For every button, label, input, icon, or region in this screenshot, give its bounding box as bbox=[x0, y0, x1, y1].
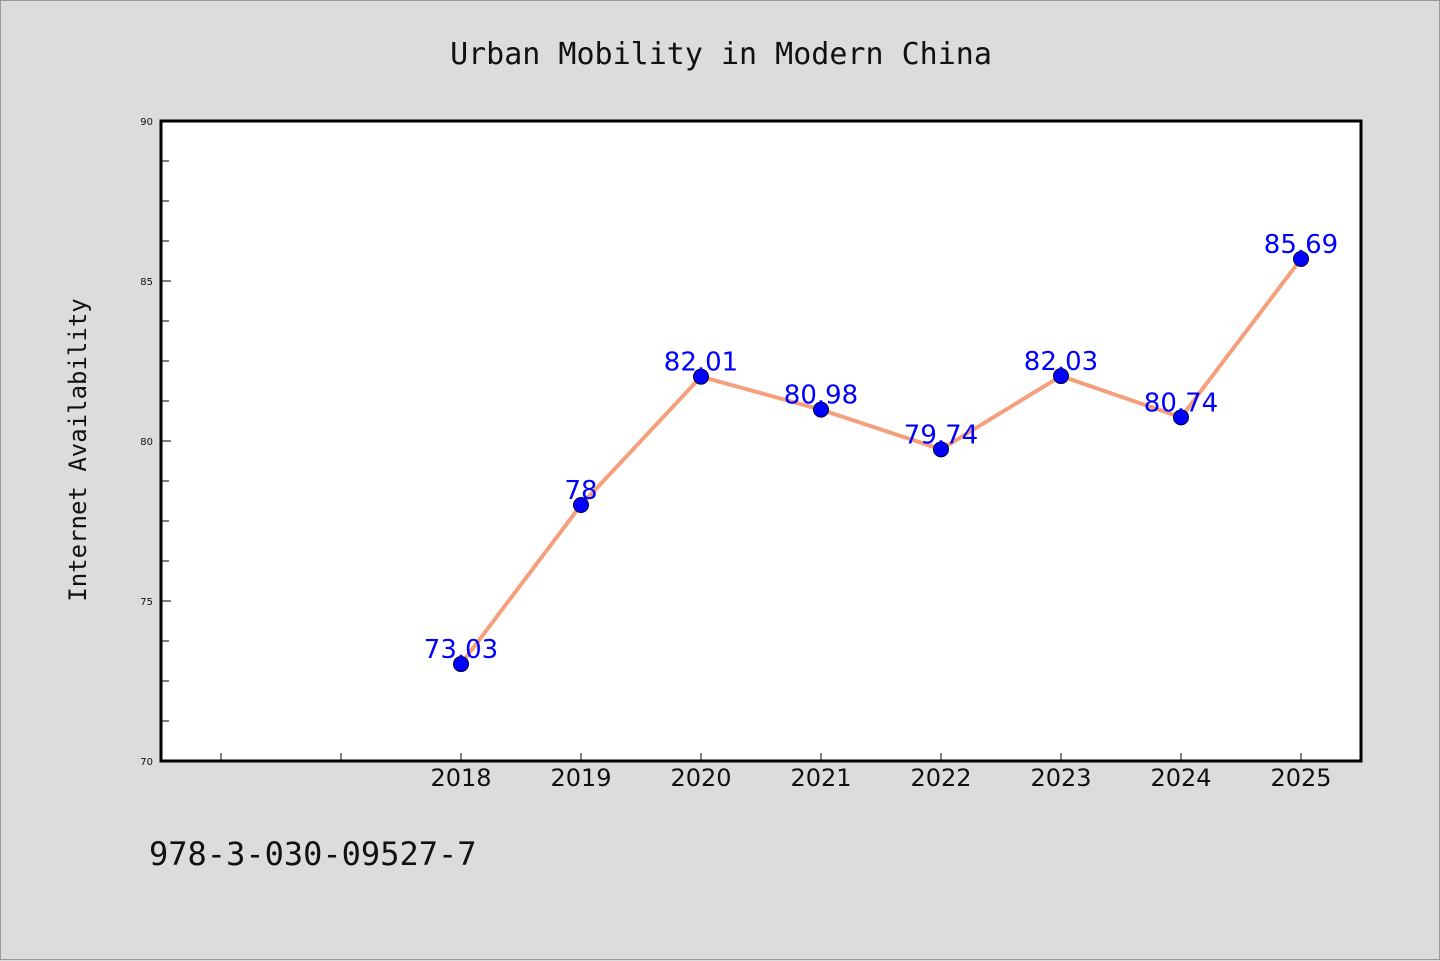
footer-isbn: 978-3-030-09527-7 bbox=[149, 835, 477, 873]
y-tick-label: 75 bbox=[140, 597, 153, 608]
x-axis-ticks: 2018 2019 2020 2021 2022 2023 2024 2025 bbox=[220, 753, 1332, 792]
data-point bbox=[813, 401, 829, 418]
data-markers bbox=[453, 250, 1309, 673]
data-label: 73.03 bbox=[424, 635, 498, 665]
data-point bbox=[1173, 409, 1189, 426]
x-tick-label: 2023 bbox=[1030, 764, 1091, 792]
x-tick-label: 2021 bbox=[790, 764, 851, 792]
y-tick-label: 80 bbox=[140, 437, 153, 448]
data-point bbox=[1053, 368, 1069, 385]
data-label: 78 bbox=[564, 476, 597, 506]
y-axis-ticks: 70 75 80 85 90 bbox=[140, 117, 171, 768]
y-tick-label: 85 bbox=[140, 277, 153, 288]
data-label: 79.74 bbox=[904, 420, 978, 450]
data-labels: 73.03 78 82.01 80.98 79.74 82.03 80.74 85.69 bbox=[424, 230, 1338, 665]
data-label: 85.69 bbox=[1264, 230, 1338, 260]
data-point bbox=[1293, 250, 1309, 267]
data-point bbox=[693, 368, 709, 385]
y-tick-label: 70 bbox=[140, 757, 153, 768]
chart-title: Urban Mobility in Modern China bbox=[450, 37, 992, 72]
data-label: 82.01 bbox=[664, 348, 738, 378]
data-point bbox=[573, 497, 589, 513]
series-line bbox=[459, 256, 1303, 667]
data-label: 82.03 bbox=[1024, 347, 1098, 377]
x-tick-label: 2024 bbox=[1150, 764, 1211, 792]
x-tick-label: 2022 bbox=[910, 764, 971, 792]
data-point bbox=[453, 656, 469, 673]
data-label: 80.98 bbox=[784, 381, 858, 411]
data-label: 80.74 bbox=[1144, 388, 1218, 418]
x-tick-label: 2020 bbox=[670, 764, 731, 792]
y-axis-label: Internet Availability bbox=[64, 298, 92, 601]
y-tick-label: 90 bbox=[140, 117, 153, 128]
x-tick-label: 2018 bbox=[430, 764, 491, 792]
data-point bbox=[933, 441, 949, 458]
plot-area bbox=[159, 119, 1363, 763]
x-tick-label: 2019 bbox=[550, 764, 611, 792]
x-tick-label: 2025 bbox=[1270, 764, 1331, 792]
